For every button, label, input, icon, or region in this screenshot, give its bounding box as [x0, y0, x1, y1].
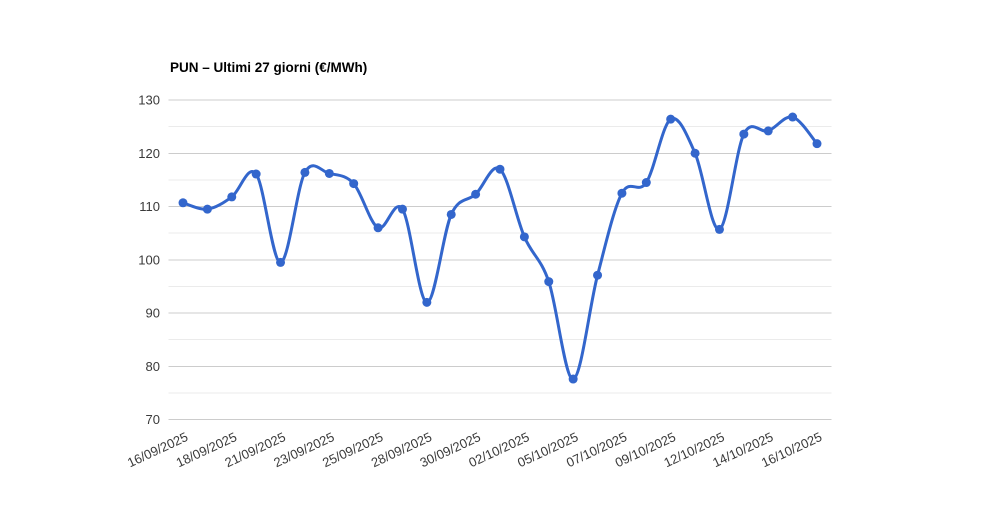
data-point[interactable] [276, 257, 286, 267]
y-tick-label: 110 [139, 199, 160, 214]
y-tick-label: 120 [138, 146, 160, 161]
data-point[interactable] [593, 270, 603, 280]
data-point[interactable] [788, 112, 798, 122]
data-point[interactable] [495, 164, 505, 174]
data-point[interactable] [568, 374, 578, 384]
major-gridlines [168, 99, 832, 420]
data-point[interactable] [763, 126, 773, 136]
pun-series-line [181, 115, 819, 381]
data-point[interactable] [617, 188, 627, 198]
data-point[interactable] [471, 189, 481, 199]
data-point[interactable] [812, 139, 822, 149]
data-point[interactable] [324, 168, 334, 178]
data-point[interactable] [739, 129, 749, 139]
x-axis-labels: 16/09/202518/09/202521/09/202523/09/2025… [125, 429, 824, 470]
y-tick-label: 130 [138, 93, 160, 108]
y-tick-label: 100 [138, 252, 160, 267]
data-point[interactable] [251, 169, 261, 179]
y-axis-labels: 70 80 90 100 110 120 130 [138, 93, 160, 428]
chart-title: PUN – Ultimi 27 giorni (€/MWh) [170, 60, 368, 75]
data-point[interactable] [300, 167, 310, 177]
data-point[interactable] [544, 277, 554, 287]
data-point[interactable] [227, 192, 237, 202]
data-point[interactable] [397, 204, 407, 214]
data-point[interactable] [446, 209, 456, 219]
series-points [178, 112, 822, 384]
data-point[interactable] [519, 232, 529, 242]
data-point[interactable] [690, 148, 700, 158]
data-point[interactable] [202, 204, 212, 214]
y-tick-label: 70 [146, 412, 160, 427]
data-point[interactable] [422, 297, 432, 307]
data-point[interactable] [641, 178, 651, 188]
y-tick-label: 80 [146, 359, 160, 374]
data-point[interactable] [666, 114, 676, 124]
data-point[interactable] [349, 179, 359, 189]
data-point[interactable] [373, 223, 383, 233]
y-tick-label: 90 [146, 306, 160, 321]
data-point[interactable] [178, 198, 188, 208]
data-point[interactable] [714, 224, 724, 234]
